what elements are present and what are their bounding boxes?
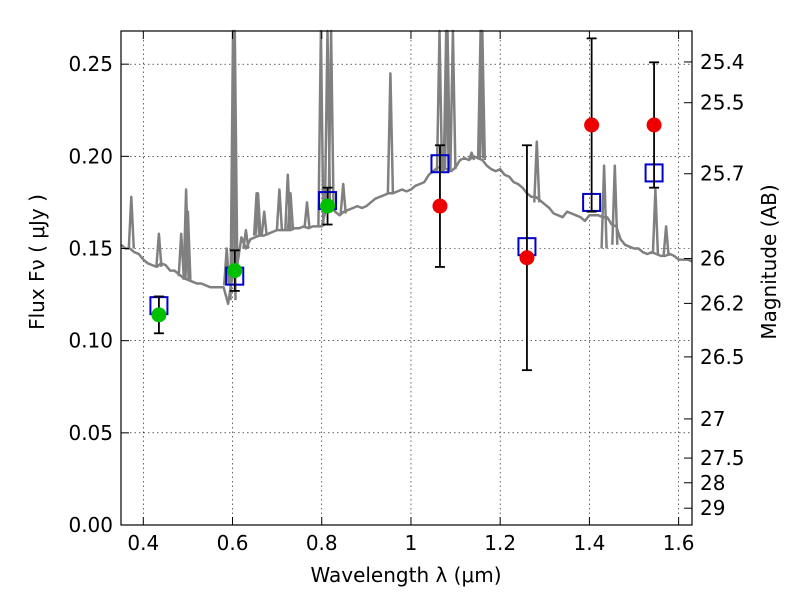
- x-tick-label: 0.6: [217, 531, 249, 555]
- x-tick-label: 0.8: [306, 531, 338, 555]
- photometry-points: [149, 37, 664, 372]
- observed-point: [646, 117, 662, 133]
- emission-line-spike: [242, 228, 250, 249]
- plot-border: [120, 30, 693, 526]
- x-tick-label: 1.6: [663, 531, 695, 555]
- observed-point: [519, 250, 535, 266]
- x-tick-label: 0.4: [127, 531, 159, 555]
- emission-line-spike: [275, 188, 284, 231]
- x-axis-label: Wavelength λ (μm): [310, 563, 501, 587]
- x-tick-label: 1.2: [484, 531, 516, 555]
- emission-line-spike: [252, 191, 261, 236]
- observed-point: [227, 263, 243, 279]
- emission-line-spike: [254, 191, 262, 236]
- emission-line-spike: [386, 72, 395, 194]
- y-right-axis-label: Magnitude (AB): [757, 184, 781, 339]
- emission-line-spike: [662, 225, 670, 257]
- y-tick-label: 0.15: [68, 237, 113, 261]
- grid: [121, 31, 692, 526]
- y-right-tick-label: 26.2: [700, 291, 745, 315]
- emission-line-spike: [303, 201, 311, 229]
- y-right-tick-label: 28: [700, 471, 725, 495]
- y-right-tick-label: 27: [700, 407, 725, 431]
- emission-line-spike: [286, 191, 295, 231]
- emission-line-spike: [260, 210, 268, 236]
- emission-line-spike: [155, 232, 163, 267]
- emission-line-spike: [127, 195, 136, 249]
- y-tick-label: 0.25: [68, 52, 113, 76]
- emission-line-spike: [651, 188, 660, 255]
- observed-point: [584, 117, 600, 133]
- emission-line-spike: [327, 29, 335, 212]
- y-axis-label: Flux Fν ( μJy ): [25, 194, 49, 330]
- emission-line-spike: [449, 29, 457, 170]
- y-tick-label: 0.10: [68, 329, 113, 353]
- y-right-tick-label: 27.5: [700, 446, 745, 470]
- y-tick-label: 0.20: [68, 144, 113, 168]
- spectrum-line: [120, 155, 693, 306]
- emission-line-spike: [184, 210, 192, 280]
- y-tick-label: 0.05: [68, 421, 113, 445]
- observed-point: [320, 198, 336, 214]
- axis-ticks: 0.4 0.6 0.8 1 1.2 1.4 1.6 0.00 0.05 0.10 0.15 0.20 0…: [68, 31, 745, 555]
- y-right-tick-label: 25.7: [700, 162, 745, 186]
- observed-point: [432, 198, 448, 214]
- y-right-tick-label: 29: [700, 496, 725, 520]
- y-right-tick-label: 26.5: [700, 345, 745, 369]
- x-tick-label: 1.4: [573, 531, 605, 555]
- y-right-tick-label: 25.4: [700, 50, 745, 74]
- observed-point: [151, 307, 167, 323]
- y-right-tick-label: 25.5: [700, 91, 745, 115]
- plot-frame: [120, 30, 693, 526]
- emission-line-spike: [339, 182, 347, 214]
- emission-line-spike: [182, 188, 190, 280]
- emission-line-spike: [467, 151, 476, 161]
- y-right-tick-label: 26: [700, 247, 725, 271]
- emission-line-spike: [611, 164, 619, 245]
- y-tick-label: 0.00: [68, 513, 113, 537]
- emission-line-spike: [600, 164, 608, 249]
- emission-line-spike: [533, 140, 541, 203]
- spectrum-curve: [120, 29, 693, 306]
- x-tick-label: 1: [405, 531, 418, 555]
